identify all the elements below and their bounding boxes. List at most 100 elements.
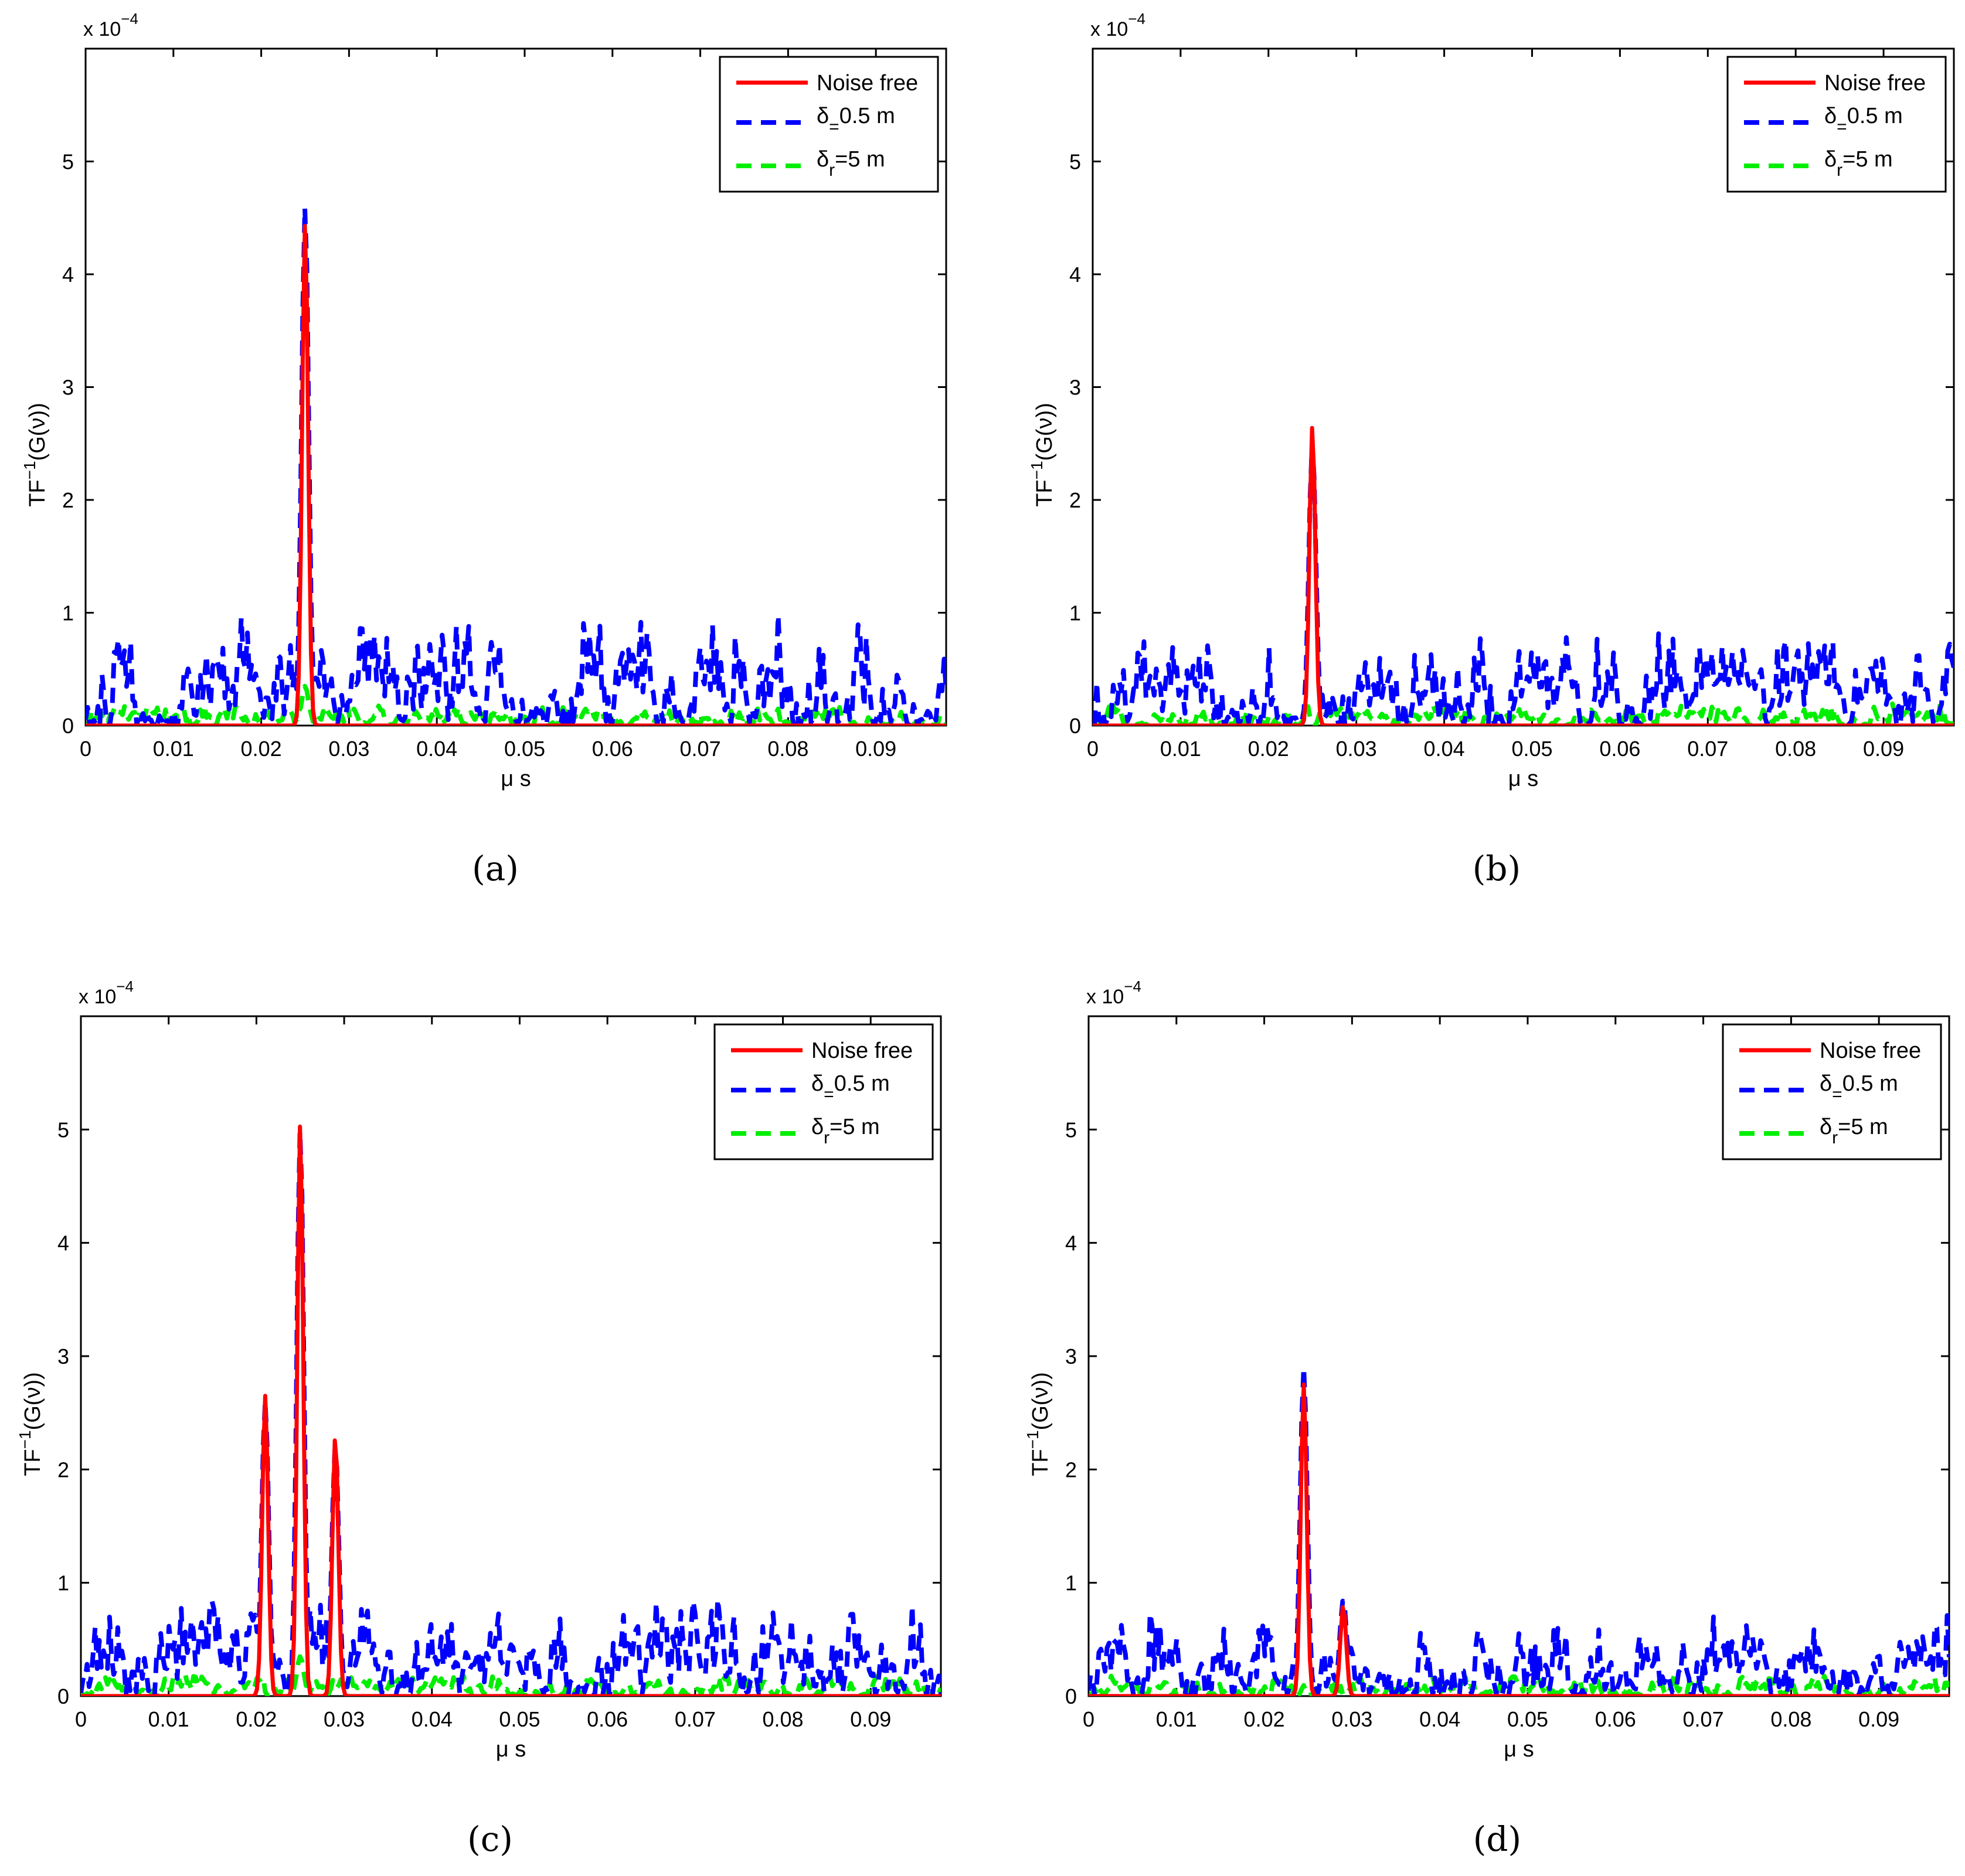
y-axis-label: TF−1(G(ν)) [16, 1372, 45, 1476]
legend-label: δ=0.5 m [1820, 1071, 1898, 1104]
series-line-delta-r-5m [1089, 1671, 1949, 1696]
y-tick-label: 1 [1065, 1571, 1077, 1595]
legend-box [719, 56, 939, 193]
legend-label: δ=0.5 m [817, 104, 895, 137]
y-tick-label: 1 [1069, 601, 1081, 625]
legend-label: Noise free [1824, 71, 1926, 96]
x-tick-label: 0.04 [416, 737, 457, 761]
y-axis-label: TF−1(G(ν)) [1024, 1372, 1053, 1476]
y-axis-label: TF−1(G(ν)) [21, 403, 50, 507]
x-tick-label: 0.08 [1775, 737, 1816, 761]
y-tick-label: 3 [1065, 1344, 1077, 1368]
axis-exponent-power: −4 [1124, 978, 1141, 995]
x-tick-label: 0.04 [412, 1707, 453, 1731]
legend-label: δr=5 m [811, 1115, 880, 1148]
x-axis-label: μ s [1504, 1737, 1534, 1762]
y-tick-label: 2 [1069, 488, 1081, 512]
x-tick-label: 0.09 [1863, 737, 1904, 761]
x-tick-label: 0.02 [241, 737, 282, 761]
x-tick-label: 0.06 [587, 1707, 628, 1731]
x-tick-label: 0.08 [763, 1707, 804, 1731]
y-tick-label: 4 [62, 263, 74, 287]
y-tick-label: 3 [1069, 376, 1081, 400]
y-tick-label: 3 [57, 1344, 69, 1368]
y-tick-label: 5 [1069, 150, 1081, 174]
x-tick-label: 0.03 [1331, 1707, 1372, 1731]
x-tick-label: 0.02 [1248, 737, 1289, 761]
legend-label: Noise free [1820, 1039, 1921, 1063]
x-tick-label: 0.08 [1770, 1707, 1811, 1731]
y-tick-label: 0 [57, 1684, 69, 1708]
y-tick-label: 3 [62, 376, 74, 400]
x-tick-label: 0 [1083, 1707, 1094, 1731]
legend-label: δr=5 m [1824, 147, 1893, 180]
axis-exponent-power: −4 [1128, 10, 1145, 28]
panel-b: 0 1 2 3 4 5 0 0.01 0.02 0.03 0.04 0.05 0.06 0.07 0.08 0… [1028, 10, 1955, 888]
x-tick-label: 0.07 [1687, 737, 1728, 761]
y-tick-label: 5 [1065, 1118, 1077, 1142]
panel-caption: (a) [472, 849, 519, 888]
y-tick-label: 0 [62, 714, 74, 738]
y-tick-label: 4 [1069, 263, 1081, 287]
y-tick-label: 2 [62, 488, 74, 512]
x-tick-label: 0.07 [1683, 1707, 1724, 1731]
legend-label: δ=0.5 m [1824, 104, 1903, 137]
legend-box [713, 1023, 934, 1160]
x-tick-label: 0.07 [680, 737, 721, 761]
series-line-delta-0-5m [1093, 442, 1954, 726]
panel-caption: (d) [1473, 1819, 1521, 1859]
x-tick-label: 0.09 [855, 737, 896, 761]
x-tick-label: 0.09 [1858, 1707, 1899, 1731]
y-tick-label: 0 [1065, 1684, 1077, 1708]
legend-box [1722, 1023, 1942, 1160]
axis-exponent-label: x 10−4 [83, 10, 138, 40]
x-tick-label: 0 [1087, 737, 1099, 761]
x-tick-label: 0.03 [1336, 737, 1377, 761]
x-tick-label: 0.05 [504, 737, 545, 761]
panel-c: 0 1 2 3 4 5 0 0.01 0.02 0.03 0.04 0.05 0.06 0.07 0.08 0… [16, 978, 942, 1859]
legend: Noise free δ=0.5 m δr=5 m [719, 56, 939, 193]
y-axis-label: TF−1(G(ν)) [1028, 403, 1057, 507]
legend: Noise free δ=0.5 m δr=5 m [713, 1023, 934, 1160]
y-tick-label: 1 [57, 1571, 69, 1595]
y-tick-label: 5 [57, 1118, 69, 1142]
legend-label: Noise free [811, 1039, 913, 1063]
axis-exponent-label: x 10−4 [1090, 10, 1145, 40]
series-line-delta-0-5m [81, 1129, 941, 1696]
y-tick-label: 1 [62, 601, 74, 625]
x-tick-label: 0.03 [324, 1707, 365, 1731]
x-axis-label: μ s [496, 1737, 526, 1762]
x-tick-label: 0.09 [850, 1707, 891, 1731]
panel-a: 0 1 2 3 4 5 0 0.01 0.02 0.03 0.04 0.05 0.06 0.07 0.08 0… [21, 10, 947, 888]
legend-label: δr=5 m [1820, 1115, 1888, 1148]
series-line-delta-0-5m [1089, 1365, 1949, 1696]
x-tick-label: 0.02 [1244, 1707, 1285, 1731]
x-tick-label: 0.07 [675, 1707, 716, 1731]
x-tick-label: 0.06 [592, 737, 633, 761]
x-tick-label: 0.03 [328, 737, 369, 761]
legend-box [1726, 56, 1947, 193]
x-tick-label: 0.02 [236, 1707, 277, 1731]
panel-d: 0 1 2 3 4 5 0 0.01 0.02 0.03 0.04 0.05 0.06 0.07 0.08 0… [1024, 978, 1950, 1859]
y-tick-label: 0 [1069, 714, 1081, 738]
panel-caption: (c) [467, 1819, 513, 1859]
axis-exponent-label: x 10−4 [1086, 978, 1141, 1008]
y-tick-label: 2 [57, 1458, 69, 1482]
x-tick-label: 0.08 [767, 737, 808, 761]
legend: Noise free δ=0.5 m δr=5 m [1726, 56, 1947, 193]
x-tick-label: 0.04 [1419, 1707, 1460, 1731]
axis-exponent-label: x 10−4 [79, 978, 134, 1008]
x-tick-label: 0.01 [1156, 1707, 1197, 1731]
legend-label: δ=0.5 m [811, 1071, 890, 1104]
legend-label: δr=5 m [817, 147, 885, 180]
x-tick-label: 0.05 [1507, 1707, 1548, 1731]
series-line-delta-0-5m [86, 206, 946, 726]
y-tick-label: 5 [62, 150, 74, 174]
panel-caption: (b) [1473, 849, 1521, 888]
legend: Noise free δ=0.5 m δr=5 m [1722, 1023, 1942, 1160]
x-tick-label: 0.01 [148, 1707, 189, 1731]
y-tick-label: 4 [1065, 1231, 1077, 1255]
x-tick-label: 0.06 [1599, 737, 1640, 761]
x-axis-label: μ s [1508, 767, 1538, 791]
